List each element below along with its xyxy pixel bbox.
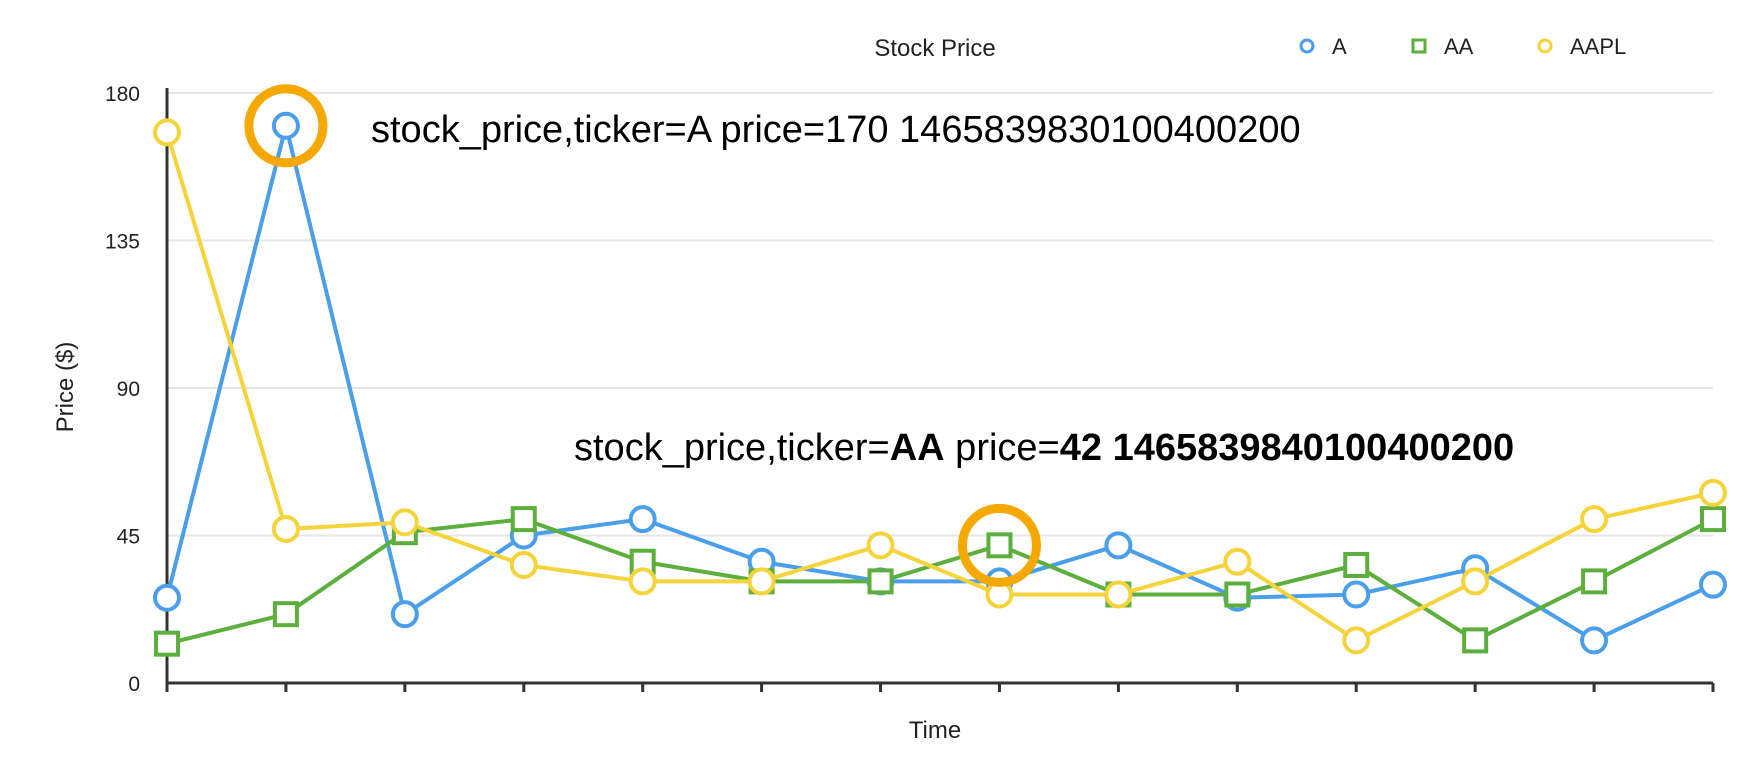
series-markers: [153, 111, 1727, 657]
legend-label: AA: [1444, 34, 1474, 59]
data-point-aa: [1462, 627, 1489, 654]
legend-marker-circle: [1537, 38, 1553, 54]
legend-label: AAPL: [1570, 34, 1626, 59]
data-point-aapl: [509, 551, 538, 579]
y-axis-label: Price ($): [52, 342, 79, 433]
legend-marker-square: [1411, 38, 1427, 54]
legend-marker-circle: [1299, 38, 1315, 54]
annotation-text-part: price=: [945, 427, 1060, 469]
data-point-aapl: [1223, 547, 1252, 576]
data-point-a: [1699, 570, 1727, 599]
legend-item-aa: AA: [1411, 34, 1474, 59]
data-point-aapl: [866, 531, 895, 560]
annotation-text-part: 42 1465839840100400200: [1060, 427, 1514, 469]
data-point-aa: [154, 630, 180, 657]
x-axis-label: Time: [909, 717, 961, 744]
y-axis-tick-labels: 0 45 90 135 180: [105, 83, 140, 696]
data-point-aapl: [1580, 505, 1609, 534]
data-point-aa: [1581, 568, 1608, 595]
data-point-a: [1342, 580, 1371, 609]
annotation-highlight-ring: [957, 503, 1041, 587]
annotation-highlight-ring: [244, 84, 328, 168]
data-point-a: [628, 505, 657, 534]
data-point-aapl: [747, 567, 776, 596]
data-point-aapl: [153, 118, 181, 147]
data-point-aa: [1224, 581, 1251, 608]
y-tick-label: 0: [128, 673, 140, 696]
data-point-a: [390, 600, 419, 629]
data-point-a: [271, 111, 300, 140]
data-point-aapl: [271, 514, 300, 543]
data-point-aapl: [390, 508, 419, 537]
legend-item-aapl: AAPL: [1537, 34, 1626, 59]
grid-lines: [167, 92, 1713, 537]
series-line-a: [165, 123, 1714, 643]
data-point-aa: [1343, 552, 1370, 578]
data-point-aa: [867, 568, 894, 595]
legend: A AA AAPL: [1299, 34, 1626, 59]
annotation-text-part: AA: [890, 427, 945, 469]
legend-item-a: A: [1299, 34, 1347, 59]
data-point-aa: [510, 506, 537, 533]
data-point-aapl: [1342, 626, 1371, 655]
data-point-aapl: [1461, 567, 1490, 596]
y-tick-label: 180: [105, 83, 140, 106]
annotation-label: stock_price,ticker=A price=170 146583983…: [371, 109, 1301, 151]
data-point-aapl: [1104, 580, 1133, 609]
legend-label: A: [1332, 34, 1347, 59]
data-point-aapl: [1699, 478, 1727, 507]
data-point-aa: [986, 532, 1013, 559]
series-lines: [165, 123, 1714, 646]
annotation-label: stock_price,ticker=AA price=42 146583984…: [574, 427, 1514, 469]
annotation-highlights: [244, 84, 1041, 587]
y-tick-label: 90: [117, 378, 140, 401]
data-point-a: [153, 583, 181, 612]
annotation-text-part: stock_price,ticker=A price=170 146583983…: [371, 109, 1301, 151]
y-tick-label: 135: [105, 231, 140, 254]
y-tick-label: 45: [117, 526, 140, 549]
data-point-aa: [272, 601, 299, 628]
x-axis-ticks: [165, 683, 1715, 692]
annotations: stock_price,ticker=A price=170 146583983…: [371, 109, 1514, 469]
data-point-aapl: [628, 567, 657, 596]
annotation-text-part: stock_price,ticker=: [574, 427, 890, 469]
chart-title: Stock Price: [874, 35, 995, 62]
series-line-aapl: [165, 131, 1714, 643]
data-point-aa: [1700, 506, 1726, 533]
data-point-a: [1104, 531, 1133, 560]
data-point-a: [1580, 626, 1609, 655]
